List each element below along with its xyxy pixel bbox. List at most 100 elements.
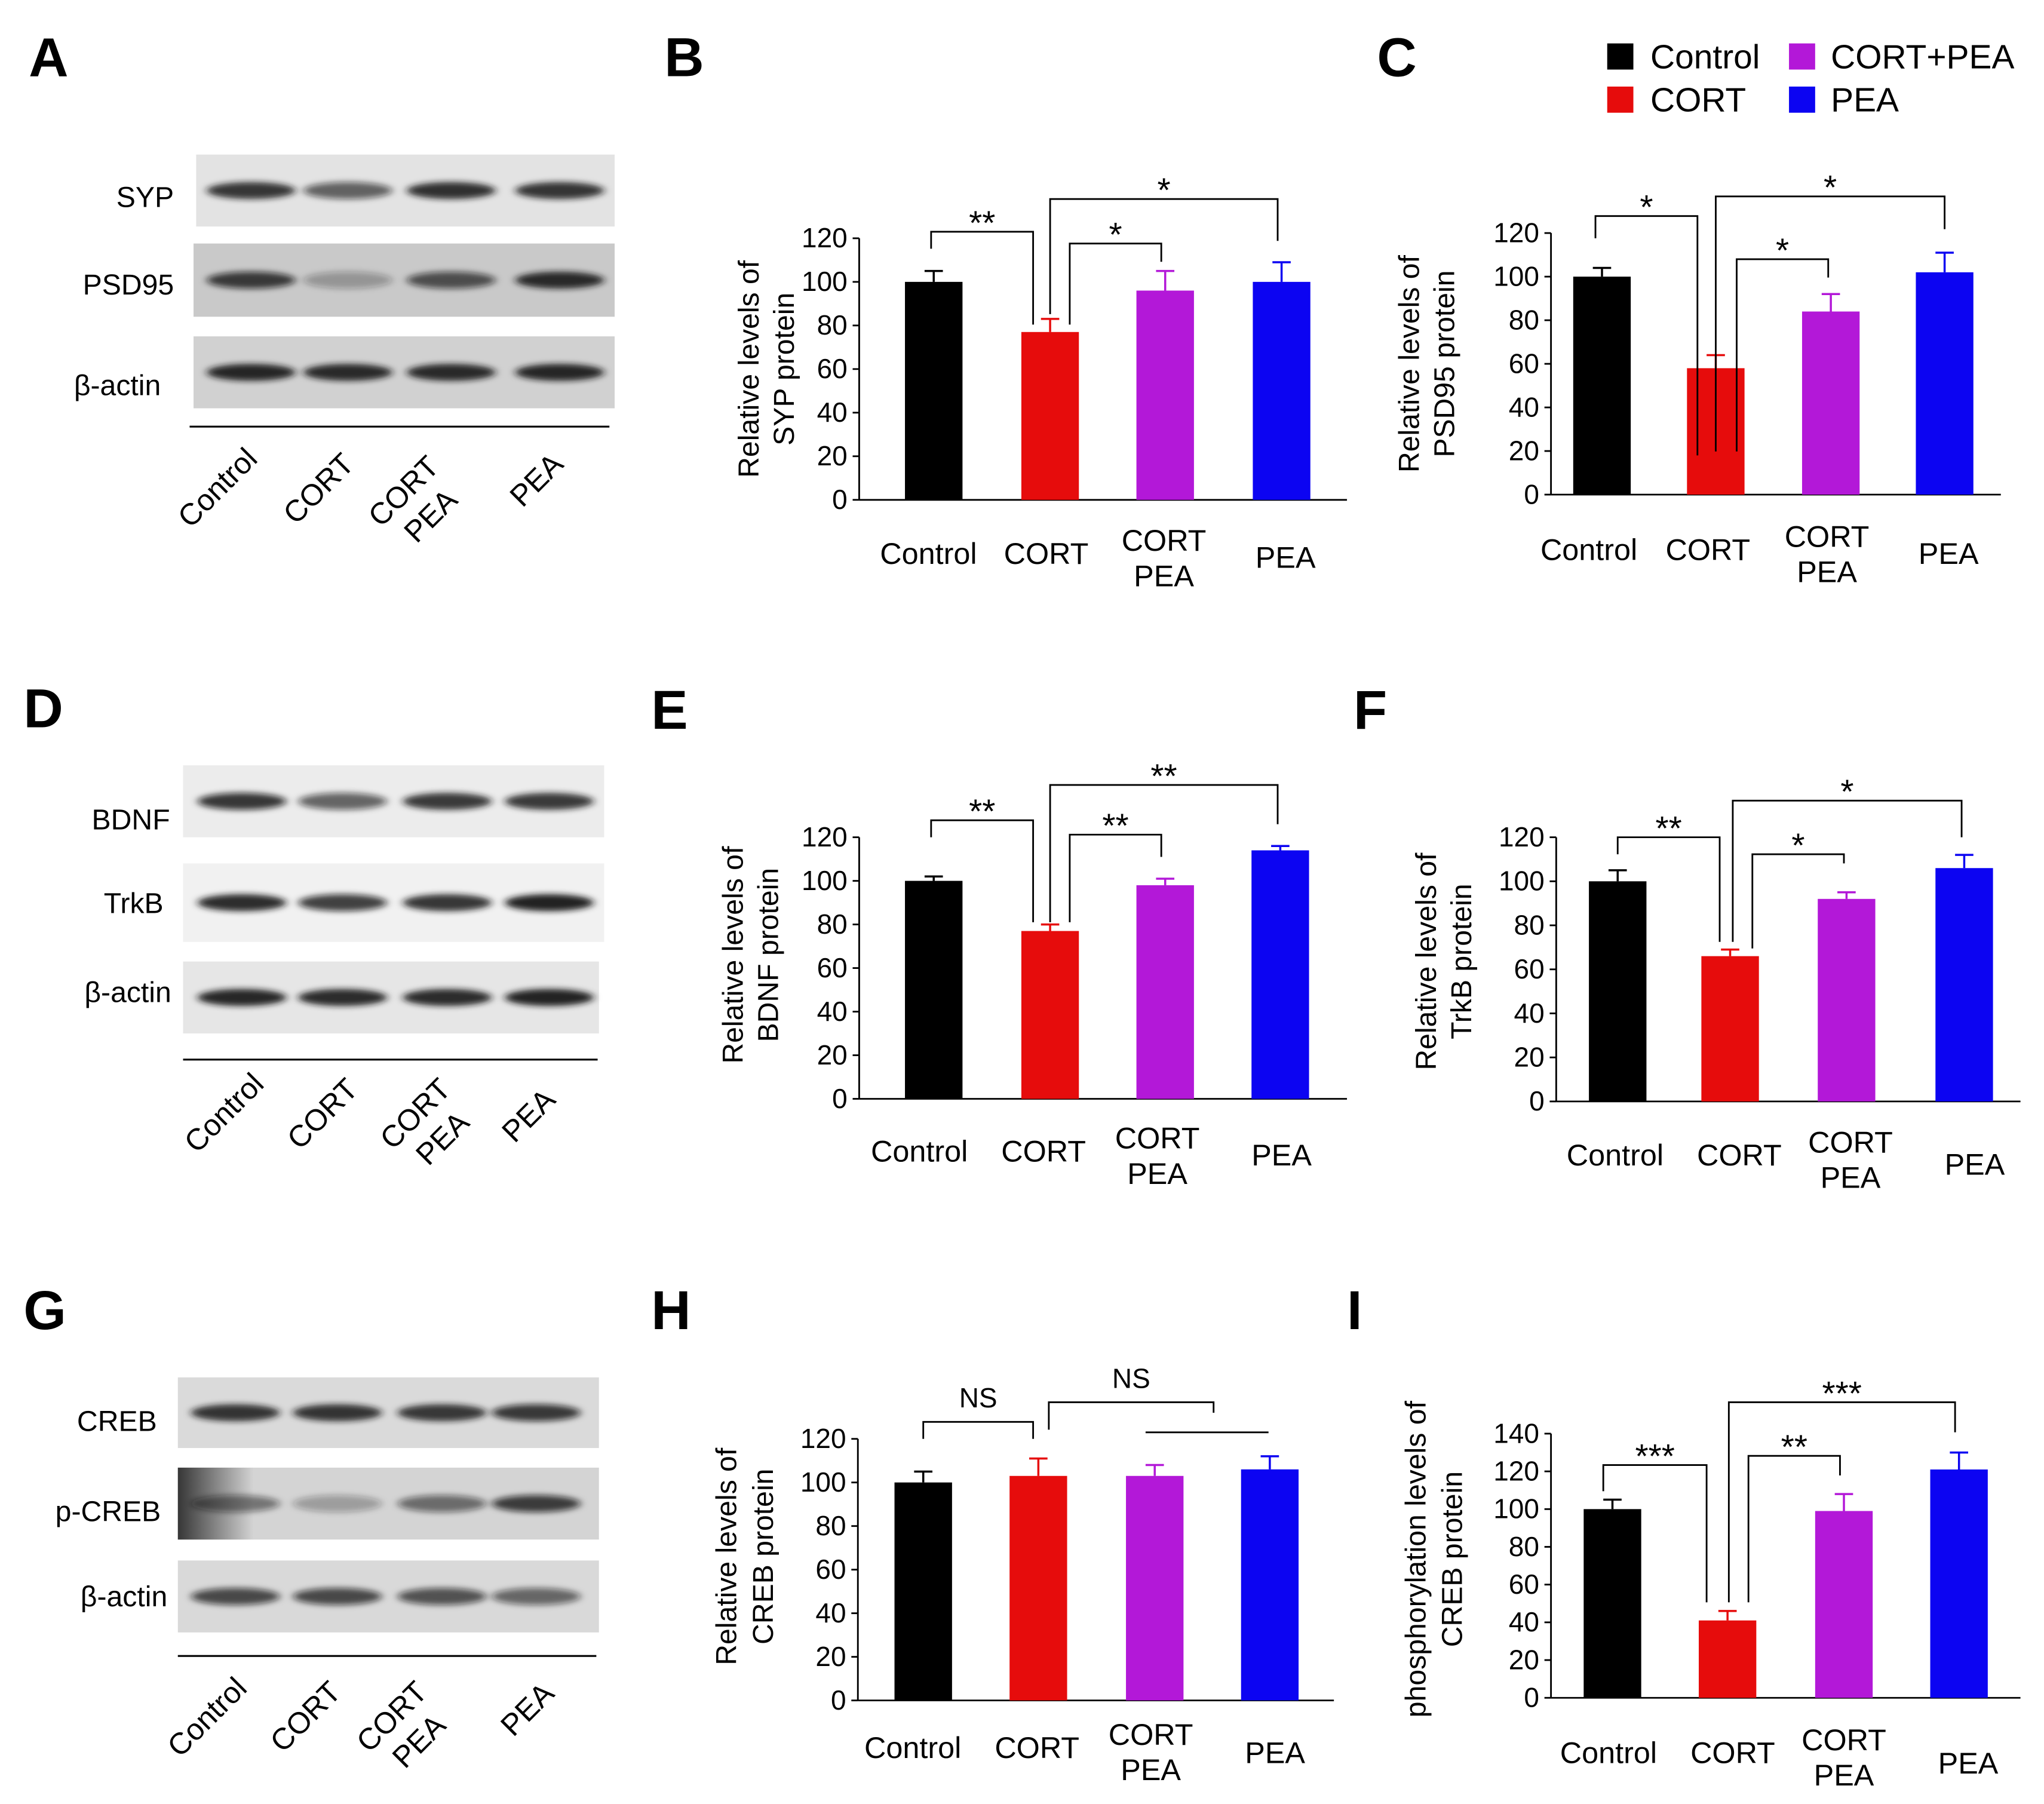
y-tick-label: 60 [817,952,848,983]
bracket-line [1727,1401,1956,1603]
bracket-line [1048,1401,1215,1430]
y-tick-label: 120 [800,1423,846,1454]
significance-bracket: * [1069,216,1162,325]
bar-control [1589,881,1647,1102]
protein-band-lane-3 [397,1588,487,1605]
bar-pea [1251,850,1309,1099]
legend-item-control: Control [1607,38,1760,76]
bar-cort-pea [1126,1475,1184,1701]
significance-bracket: * [1049,171,1279,314]
significance-bracket: * [1751,826,1845,949]
y-tick-label: 60 [1509,348,1539,379]
legend-swatch [1607,86,1634,113]
protein-band-lane-3 [406,364,496,381]
error-bar-cort-pea [1145,1464,1164,1476]
blot-row-actin: β-actin [81,1560,599,1633]
y-axis-label: TrkB protein [1445,883,1478,1039]
bar-cort [1009,1475,1067,1701]
bar-pea [1916,272,1974,495]
protein-band-lane-4 [492,1404,581,1422]
bar-cort [1021,931,1079,1099]
x-category-label: Control [1560,1736,1657,1770]
protein-band-lane-1 [206,271,296,289]
significance-label: * [1640,188,1653,226]
protein-band-lane-3 [403,793,492,810]
x-category-label: PEA [1245,1736,1305,1770]
bar-control [1573,277,1631,495]
x-category-label: Control [1540,532,1637,566]
blot-row-label: β-actin [74,370,161,402]
y-tick-label: 40 [815,1597,846,1628]
y-tick-label: 80 [1509,1531,1539,1562]
y-tick-label: 80 [817,909,848,940]
y-tick-label: 0 [1524,478,1539,510]
panel-label-b: B [664,27,704,88]
x-category-label: CORT [1808,1125,1893,1159]
panel-label-c: C [1377,27,1416,88]
y-tick-label: 40 [817,996,848,1027]
panel-label-a: A [29,27,68,88]
bar-cort-pea [1136,885,1194,1099]
error-bar-control [1592,266,1612,277]
y-axis-label: CREB protein [747,1469,779,1645]
y-tick-label: 60 [1514,953,1545,984]
blot-row-label: β-actin [81,1581,167,1613]
y-tick-label: 60 [1509,1569,1539,1600]
protein-band-lane-2 [298,989,388,1007]
significance-label: ** [969,793,995,831]
error-bar-control [924,875,943,881]
y-tick-label: 100 [802,865,848,896]
bracket-line [1736,258,1830,452]
x-category-label: CORT [1697,1138,1782,1172]
x-category-label: PEA [1127,1156,1187,1191]
x-category-label: Control [880,536,977,570]
bracket-line [1616,836,1721,942]
bar-pea [1930,1469,1988,1698]
x-category-label: CORT [1115,1121,1200,1155]
y-tick-label: 40 [1509,1606,1539,1637]
protein-band-lane-2 [303,271,392,289]
y-tick-label: 80 [1514,909,1545,940]
legend-label: CORT [1650,81,1746,119]
blot-row-actin: β-actin [84,961,599,1034]
x-category-label: PEA [1121,1753,1181,1787]
error-bar-cort-pea [1821,293,1840,312]
significance-bracket: *** [1602,1437,1708,1603]
bar-control [894,1482,952,1701]
legend-swatch [1789,43,1815,70]
error-bar-control [914,1470,933,1483]
x-category-label: CORT [1001,1134,1086,1168]
y-tick-label: 20 [1509,435,1539,466]
y-axis-label: phosphorylation levels of [1400,1401,1432,1718]
y-tick-label: 20 [815,1641,846,1672]
blot-row-trkb: TrkB [104,863,604,942]
bar-cort-pea [1818,898,1876,1102]
significance-label: ** [1102,807,1128,845]
legend-swatch [1789,86,1815,113]
y-tick-label: 100 [1499,866,1545,897]
protein-band-lane-1 [191,1404,280,1422]
bracket-line [1594,215,1699,456]
y-axis-label: Relative levels of [717,846,750,1064]
x-category-label: CORT [1665,532,1750,566]
legend-label: Control [1650,38,1760,76]
protein-band-lane-4 [492,1495,581,1512]
significance-bracket: * [1732,773,1963,942]
y-tick-label: 100 [1493,260,1539,292]
y-tick-label: 20 [1514,1041,1545,1072]
legend-item-cort-pea: CORT+PEA [1789,38,2014,76]
protein-band-lane-1 [191,1588,280,1605]
y-axis-label: BDNF protein [753,868,785,1042]
x-category-label: Control [864,1731,961,1765]
y-axis-label: Relative levels of [711,1447,743,1665]
blot-row-label: TrkB [104,888,164,920]
x-category-label: PEA [1256,541,1316,575]
blot-row-syp: SYP [116,154,615,227]
blot-row-label: PSD95 [83,269,174,301]
